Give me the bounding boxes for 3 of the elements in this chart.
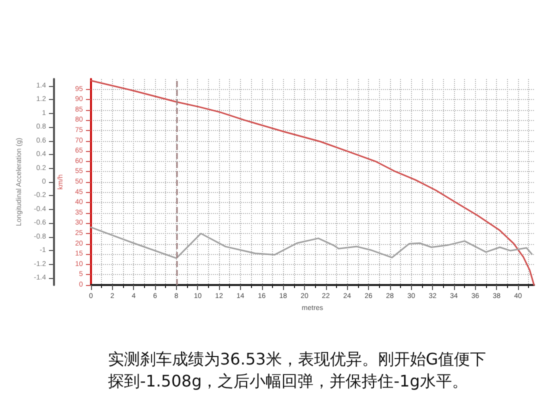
line-series <box>90 226 533 259</box>
line-series <box>90 80 535 286</box>
text: 实测刹车成绩为36.53米，表现优异。刚开始G值便下探到-1.508g，之后小幅回弹，并保持住-1g水平。 <box>108 350 486 390</box>
